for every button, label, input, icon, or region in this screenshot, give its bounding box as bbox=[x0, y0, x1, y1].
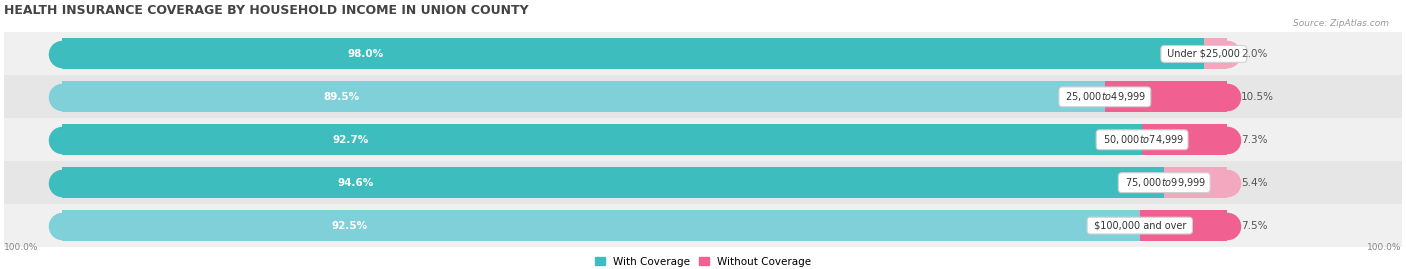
Text: Source: ZipAtlas.com: Source: ZipAtlas.com bbox=[1294, 19, 1389, 28]
Text: Under $25,000: Under $25,000 bbox=[1164, 49, 1243, 59]
Text: 98.0%: 98.0% bbox=[347, 49, 384, 59]
Text: $25,000 to $49,999: $25,000 to $49,999 bbox=[1063, 90, 1147, 103]
Text: 7.5%: 7.5% bbox=[1241, 221, 1268, 231]
Bar bbox=[62, 38, 1204, 69]
Text: 92.5%: 92.5% bbox=[332, 221, 368, 231]
Text: 10.5%: 10.5% bbox=[1241, 92, 1274, 102]
Bar bbox=[62, 82, 1105, 112]
FancyBboxPatch shape bbox=[4, 75, 1402, 118]
Text: 89.5%: 89.5% bbox=[323, 92, 359, 102]
Text: $100,000 and over: $100,000 and over bbox=[1091, 221, 1189, 231]
Bar bbox=[62, 124, 1142, 155]
Text: $75,000 to $99,999: $75,000 to $99,999 bbox=[1122, 176, 1206, 189]
FancyBboxPatch shape bbox=[4, 161, 1402, 204]
Text: 2.0%: 2.0% bbox=[1241, 49, 1267, 59]
Bar bbox=[1140, 210, 1227, 241]
Text: 5.4%: 5.4% bbox=[1241, 178, 1268, 188]
Bar bbox=[62, 167, 1164, 198]
Bar bbox=[62, 210, 1140, 241]
Text: 100.0%: 100.0% bbox=[4, 243, 39, 252]
Bar bbox=[1204, 38, 1227, 69]
FancyBboxPatch shape bbox=[4, 118, 1402, 161]
Text: HEALTH INSURANCE COVERAGE BY HOUSEHOLD INCOME IN UNION COUNTY: HEALTH INSURANCE COVERAGE BY HOUSEHOLD I… bbox=[4, 4, 529, 17]
Text: $50,000 to $74,999: $50,000 to $74,999 bbox=[1099, 133, 1185, 146]
Text: 92.7%: 92.7% bbox=[332, 135, 368, 145]
FancyBboxPatch shape bbox=[4, 33, 1402, 75]
FancyBboxPatch shape bbox=[4, 204, 1402, 247]
Bar bbox=[1142, 124, 1227, 155]
Text: 7.3%: 7.3% bbox=[1241, 135, 1268, 145]
Legend: With Coverage, Without Coverage: With Coverage, Without Coverage bbox=[595, 257, 811, 267]
Text: 94.6%: 94.6% bbox=[337, 178, 374, 188]
Bar bbox=[1105, 82, 1227, 112]
Bar bbox=[1164, 167, 1227, 198]
Text: 100.0%: 100.0% bbox=[1367, 243, 1402, 252]
